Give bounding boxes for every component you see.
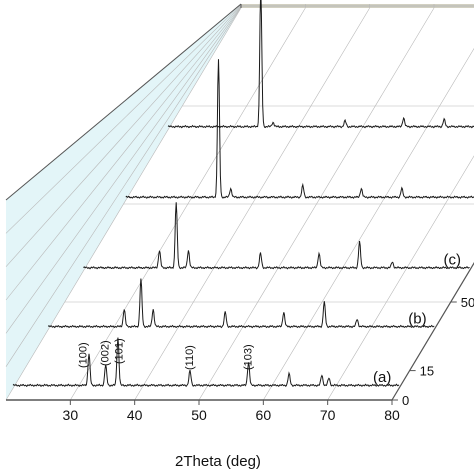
side-top-edge — [5, 3, 242, 201]
x-tick-label-60: 60 — [256, 407, 272, 423]
series-label-b: (b) — [408, 310, 426, 327]
trace-a — [12, 337, 400, 388]
peak-label-103: (103) — [242, 344, 254, 370]
x-axis-ticks: 30 40 50 60 70 80 — [63, 400, 400, 423]
trace-b — [47, 278, 435, 329]
peak-label-110: (110) — [184, 345, 196, 370]
depth-tick-label-15: 15 — [420, 364, 434, 379]
side-horizontal-grid-line — [5, 5, 242, 267]
peak-label-100: (100) — [78, 342, 90, 368]
side-wall-panel — [6, 4, 241, 400]
series-label-a: (a) — [373, 369, 391, 386]
depth-axis-line — [391, 262, 474, 401]
x-tick-label-40: 40 — [127, 407, 143, 423]
trace-c — [83, 202, 470, 270]
side-horizontal-grid-line — [5, 5, 242, 301]
side-horizontal-grid-line — [5, 7, 242, 367]
series-label-c: (c) — [444, 252, 462, 269]
trace-d — [125, 59, 474, 199]
depth-tick-label-50: 50 — [461, 295, 474, 310]
x-tick-label-80: 80 — [384, 407, 400, 423]
series-labels: (e)(d)(c)(b)(a) — [373, 252, 462, 387]
x-tick-label-30: 30 — [63, 407, 79, 423]
x-tick-label-70: 70 — [320, 407, 336, 423]
depth-tick-label-0: 0 — [402, 393, 409, 408]
depth-axis-ticks: 05010015 — [392, 295, 474, 408]
peak-labels: (100) (002) (101) (110) (103) — [78, 338, 255, 370]
trace-e — [167, 0, 474, 129]
x-axis-title: 2Theta (deg) — [175, 453, 261, 470]
x-tick-label-50: 50 — [191, 407, 207, 423]
series-traces — [12, 0, 474, 388]
side-horizontal-grid-line — [5, 6, 242, 334]
peak-label-002: (002) — [100, 340, 112, 366]
side-horizontal-grid-line — [5, 4, 242, 234]
peak-label-101: (101) — [114, 338, 126, 364]
